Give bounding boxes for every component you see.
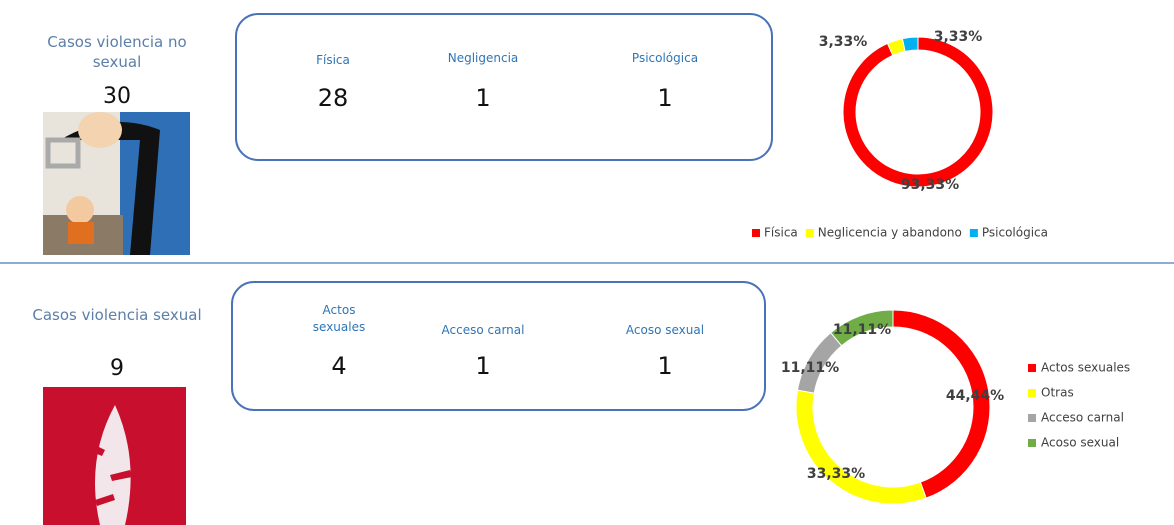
stat-value: 4 <box>289 352 389 380</box>
stat-label: Acceso carnal <box>433 322 533 339</box>
data-label: 3,33% <box>819 34 868 50</box>
legend-swatch <box>1028 439 1036 447</box>
stat-label: Actos sexuales <box>303 302 375 336</box>
stat-value: 28 <box>283 84 383 112</box>
legend-swatch <box>806 229 814 237</box>
legend-swatch <box>1028 389 1036 397</box>
illustration <box>43 112 190 255</box>
legend-swatch <box>970 229 978 237</box>
legend-swatch <box>752 229 760 237</box>
stat-label: Psicológica <box>615 50 715 67</box>
data-label: 11,11% <box>781 360 839 376</box>
section-total: 9 <box>27 356 207 381</box>
data-label: 3,33% <box>934 29 983 45</box>
legend-label: Actos sexuales <box>1041 361 1130 375</box>
legend-swatch <box>1028 364 1036 372</box>
stat-label: Negligencia <box>433 50 533 67</box>
donut-slice <box>843 37 993 187</box>
legend-label: Física <box>764 226 798 240</box>
section-total: 30 <box>27 84 207 109</box>
data-label: 93,33% <box>901 177 959 193</box>
legend-label: Acceso carnal <box>1041 411 1124 425</box>
section-title: Casos violencia no sexual <box>27 32 207 72</box>
legend-label: Psicológica <box>982 226 1048 240</box>
legend-swatch <box>1028 414 1036 422</box>
legend-label: Otras <box>1041 386 1074 400</box>
stat-label: Física <box>283 52 383 69</box>
donut-slice <box>796 390 926 504</box>
illustration <box>43 387 186 525</box>
data-label: 33,33% <box>807 466 865 482</box>
data-label: 11,11% <box>833 322 891 338</box>
legend-label: Acoso sexual <box>1041 436 1119 450</box>
donut-slice <box>893 310 990 498</box>
section-title: Casos violencia sexual <box>27 305 207 325</box>
stat-value: 1 <box>433 352 533 380</box>
canvas: 93,33% 3,33% 3,33% Física Neglicencia y aban… <box>0 0 1174 525</box>
dashboard: 93,33% 3,33% 3,33% Física Neglicencia y aban… <box>0 0 1174 525</box>
legend-label: Neglicencia y abandono <box>818 226 962 240</box>
stat-value: 1 <box>433 84 533 112</box>
data-label: 44,44% <box>946 388 1004 404</box>
stat-label: Acoso sexual <box>615 322 715 339</box>
stat-value: 1 <box>615 352 715 380</box>
donut-slice <box>902 37 918 51</box>
stat-value: 1 <box>615 84 715 112</box>
